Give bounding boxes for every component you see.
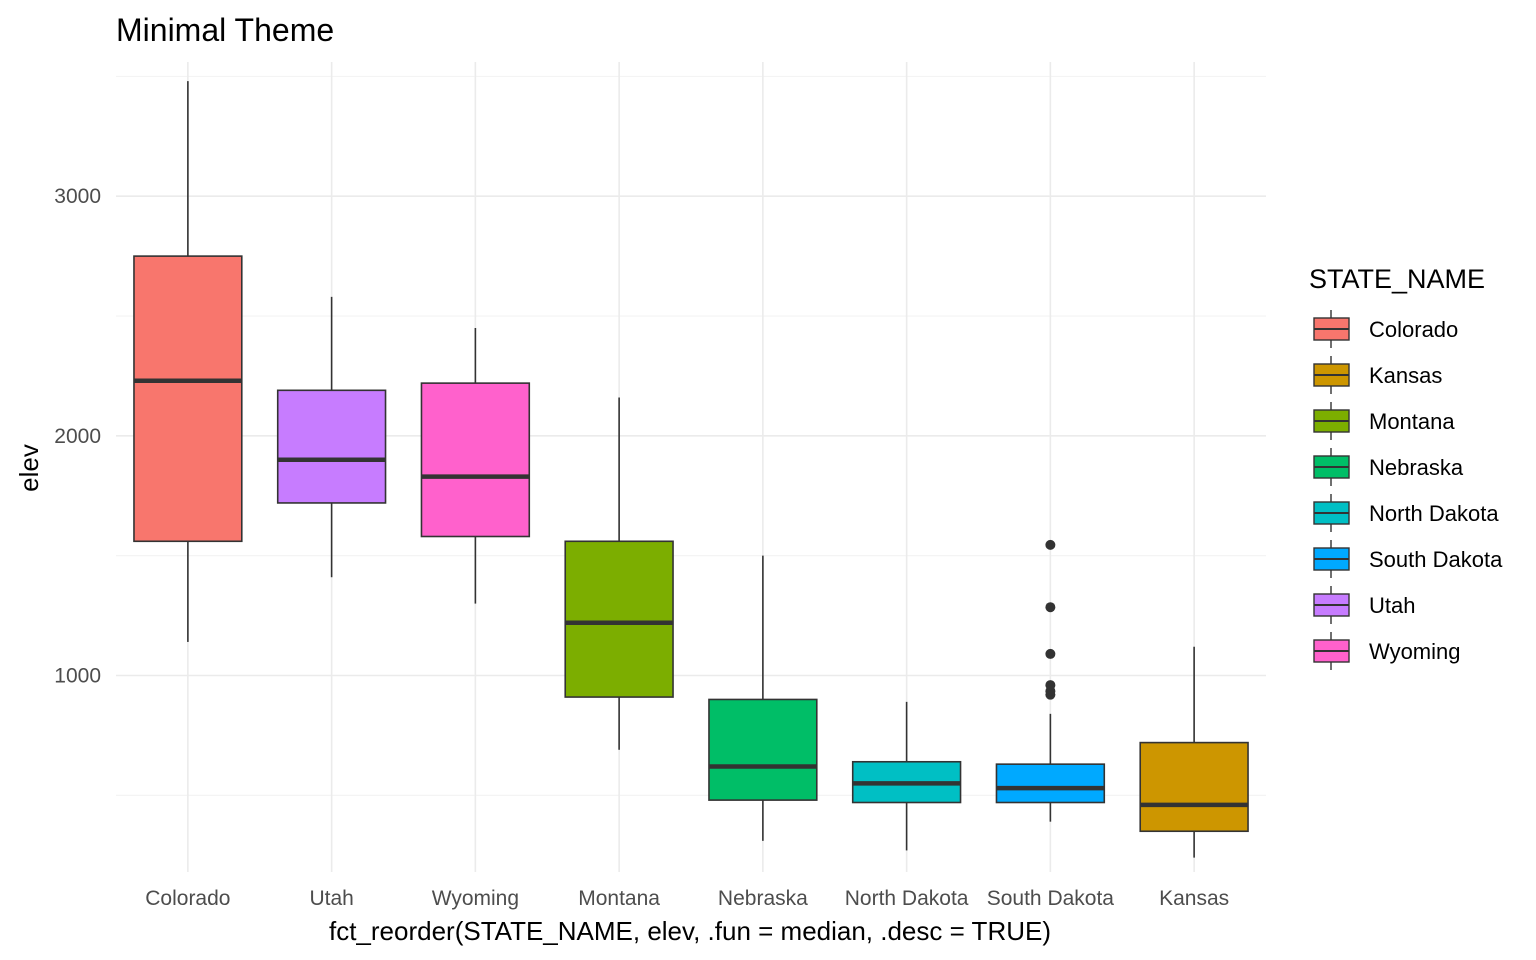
x-tick-label: Nebraska [718, 887, 808, 910]
y-axis: 1000 2000 3000 [54, 185, 101, 687]
box-wyoming [420, 328, 531, 604]
box-nebraska [708, 555, 818, 841]
outlier-point [1045, 680, 1056, 691]
box-kansas [1139, 646, 1249, 858]
box-body [995, 763, 1106, 804]
x-axis: Colorado Utah Wyoming Montana Nebraska North … [145, 887, 1229, 910]
outlier-point [1045, 539, 1056, 550]
box-north-dakota [851, 701, 962, 851]
y-tick-label: 3000 [54, 185, 101, 208]
legend-label: Nebraska [1369, 455, 1464, 480]
legend-label: Montana [1369, 409, 1455, 434]
legend-label: South Dakota [1369, 547, 1503, 572]
x-axis-title: fct_reorder(STATE_NAME, elev, .fun = med… [329, 916, 1051, 946]
legend-label: Wyoming [1369, 639, 1461, 664]
y-tick-label: 1000 [54, 664, 101, 687]
box-body [564, 540, 674, 698]
legend-item-utah: Utah [1313, 586, 1415, 624]
legend-label: Colorado [1369, 317, 1458, 342]
x-tick-label: Colorado [145, 887, 230, 910]
legend-item-colorado: Colorado [1313, 310, 1458, 348]
legend-item-nebraska: Nebraska [1313, 448, 1464, 486]
box-south-dakota [995, 539, 1106, 822]
x-tick-label: North Dakota [845, 887, 969, 910]
legend-item-south-dakota: South Dakota [1313, 540, 1503, 578]
legend-item-montana: Montana [1313, 402, 1455, 440]
legend-title: STATE_NAME [1309, 264, 1485, 294]
chart-title: Minimal Theme [116, 12, 334, 48]
box-colorado [133, 81, 243, 642]
outlier-point [1045, 648, 1056, 659]
legend: STATE_NAME Colorado Kansas Montana Nebraska… [1309, 264, 1503, 670]
y-axis-title: elev [14, 444, 44, 492]
legend-item-north-dakota: North Dakota [1313, 494, 1499, 532]
x-tick-label: Kansas [1159, 887, 1229, 910]
box-montana [564, 397, 674, 750]
x-tick-label: South Dakota [987, 887, 1115, 910]
legend-item-wyoming: Wyoming [1313, 632, 1461, 670]
box-utah [276, 296, 387, 578]
box-body [276, 389, 387, 504]
box-body [420, 382, 531, 538]
y-tick-label: 2000 [54, 425, 101, 448]
box-body [1139, 741, 1249, 833]
legend-label: Kansas [1369, 363, 1442, 388]
x-tick-label: Wyoming [432, 887, 519, 910]
x-tick-label: Montana [578, 887, 660, 910]
legend-label: North Dakota [1369, 501, 1499, 526]
outlier-point [1045, 602, 1056, 613]
x-tick-label: Utah [309, 887, 353, 910]
box-body [708, 698, 818, 801]
legend-label: Utah [1369, 593, 1415, 618]
box-series [133, 81, 1249, 858]
legend-item-kansas: Kansas [1313, 356, 1442, 394]
box-body [133, 255, 243, 543]
